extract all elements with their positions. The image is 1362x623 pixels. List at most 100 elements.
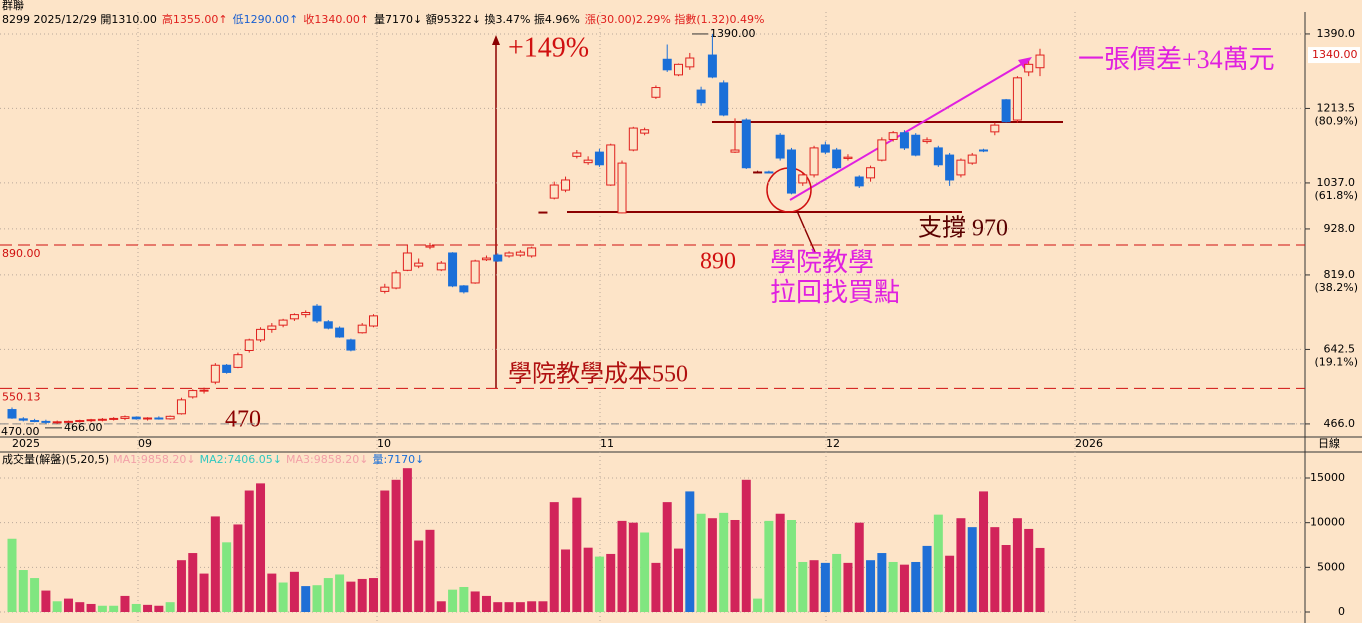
- y-tick-label: 819.0: [1324, 268, 1356, 281]
- candle-body: [143, 417, 153, 420]
- volume-bar: [696, 513, 706, 612]
- candle-body: [459, 285, 469, 293]
- volume-bar: [244, 490, 254, 612]
- volume-bar: [832, 553, 842, 612]
- x-label: 2025: [12, 437, 40, 450]
- volume-bar: [414, 540, 424, 612]
- candle-body: [7, 409, 17, 419]
- candle-body: [256, 328, 266, 341]
- volume-bar: [346, 581, 356, 612]
- volume-bar: [809, 560, 819, 612]
- last-price-label: 1340.00: [1312, 48, 1358, 61]
- candle-body: [820, 144, 830, 153]
- volume-bar: [301, 586, 311, 612]
- x-label: 12: [826, 437, 840, 450]
- candle-body: [527, 247, 537, 257]
- candle-body: [1012, 77, 1022, 121]
- candle-body: [888, 132, 898, 140]
- volume-bar: [75, 602, 85, 612]
- volume-bar: [86, 603, 96, 612]
- y-tick-label: 1390.0: [1317, 27, 1356, 40]
- candle-body: [741, 119, 751, 169]
- volume-bar: [730, 519, 740, 612]
- fib-label: (61.8%): [1314, 189, 1358, 202]
- candle-body: [651, 87, 661, 98]
- candle-body: [832, 149, 842, 169]
- high-label: 1390.00: [710, 27, 756, 40]
- volume-bar: [120, 595, 130, 612]
- candle-body: [436, 262, 446, 271]
- candle-body: [244, 339, 254, 351]
- candle-body: [120, 416, 130, 419]
- volume-bar: [493, 602, 503, 612]
- candle-body: [877, 139, 887, 161]
- volume-bar: [922, 545, 932, 612]
- volume-bar: [775, 513, 785, 612]
- candle-body: [899, 132, 909, 149]
- quote-item: 低1290.00↑: [233, 13, 299, 26]
- candle-body: [1024, 63, 1034, 73]
- volume-bar: [7, 538, 17, 612]
- volume-bar: [504, 602, 514, 612]
- y-tick-label: 1037.0: [1317, 176, 1356, 189]
- candle-body: [346, 339, 356, 351]
- volume-bar: [911, 561, 921, 612]
- candle-body: [922, 139, 932, 143]
- volume-bar: [18, 570, 28, 612]
- candle-body: [594, 151, 604, 166]
- candle-body: [674, 63, 684, 76]
- volume-bar: [820, 562, 830, 612]
- candle-body: [967, 154, 977, 164]
- period: 日線: [1318, 436, 1340, 450]
- quote-item: 收1340.00↑: [303, 12, 369, 26]
- volume-bar: [391, 479, 401, 612]
- annotation: 470: [225, 407, 261, 433]
- volume-bar: [967, 527, 977, 612]
- candle-body: [335, 327, 345, 338]
- volume-tick-label: 10000: [1310, 516, 1345, 529]
- volume-bar: [267, 573, 277, 612]
- volume-bar: [594, 556, 604, 612]
- candle-body: [979, 149, 989, 152]
- candle-body: [753, 171, 763, 174]
- volume-bar: [707, 518, 717, 612]
- candle-body: [1001, 99, 1011, 123]
- quote-line: 8299 2025/12/29 開1310.00 高1355.00↑ 低1290.0…: [2, 12, 764, 26]
- candle-body: [267, 325, 277, 330]
- candle-body: [911, 134, 921, 156]
- volume-title: 成交量(解盤)(5,20,5): [2, 452, 109, 466]
- y-tick-label: 1213.5: [1317, 101, 1356, 114]
- candle-body: [775, 134, 785, 159]
- y-tick-label: 642.5: [1324, 342, 1356, 355]
- volume-bar: [945, 555, 955, 612]
- volume-bar: [753, 598, 763, 612]
- candle-body: [210, 364, 220, 383]
- volume-bar: [719, 512, 729, 612]
- candle-body: [154, 417, 164, 420]
- reference-label: 890.00: [2, 247, 41, 260]
- low-label: 466.00: [64, 421, 103, 434]
- candle-body: [357, 324, 367, 334]
- x-label: 2026: [1075, 437, 1103, 450]
- candle-body: [538, 211, 548, 214]
- arrow-head: [1018, 57, 1032, 69]
- volume-bar: [335, 574, 345, 612]
- volume-bar: [154, 605, 164, 612]
- fib-label: (38.2%): [1314, 281, 1358, 294]
- candle-body: [448, 252, 458, 287]
- last-price-box: [1308, 47, 1360, 64]
- fib-label: (80.9%): [1314, 114, 1358, 127]
- candle-body: [188, 390, 198, 398]
- candle-body: [391, 272, 401, 289]
- candle-body: [628, 127, 638, 151]
- low-label: 470.00: [1, 425, 40, 438]
- candle-body: [719, 82, 729, 116]
- volume-bar: [368, 578, 378, 612]
- volume-bar: [1035, 547, 1045, 612]
- candle-body: [30, 420, 40, 423]
- volume-header: 成交量(解盤)(5,20,5) MA1:9858.20↓ MA2:7406.05↓ M…: [2, 452, 424, 466]
- volume-legend: MA2:7406.05↓: [200, 453, 282, 466]
- volume-bar: [459, 586, 469, 612]
- volume-bar: [741, 479, 751, 612]
- volume-bar: [515, 602, 525, 612]
